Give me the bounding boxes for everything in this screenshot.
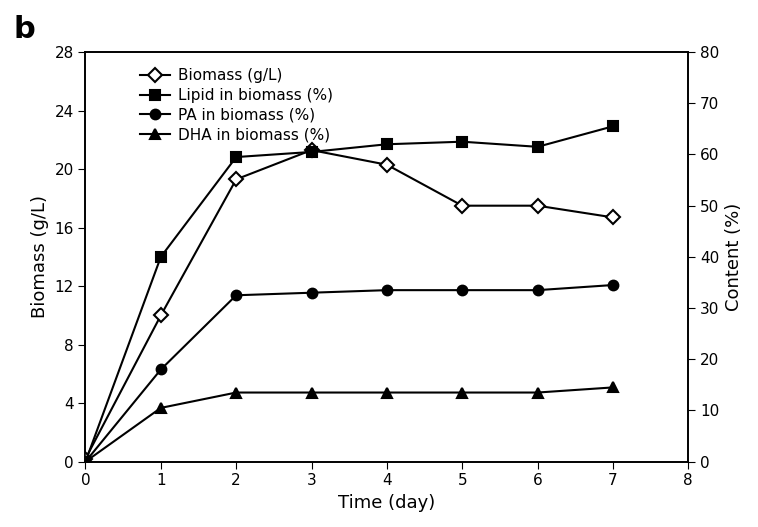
Biomass (g/L): [609, 214, 618, 221]
Line: Lipid in biomass (%): Lipid in biomass (%): [80, 122, 618, 466]
Line: DHA in biomass (%): DHA in biomass (%): [80, 383, 618, 466]
Lipid in biomass (%): [609, 123, 618, 130]
Lipid in biomass (%): [382, 141, 391, 148]
DHA in biomass (%): [458, 389, 467, 396]
Lipid in biomass (%): [232, 154, 241, 160]
Lipid in biomass (%): [533, 144, 542, 150]
PA in biomass (%): [382, 287, 391, 294]
Lipid in biomass (%): [81, 458, 90, 465]
PA in biomass (%): [307, 289, 316, 296]
DHA in biomass (%): [156, 405, 165, 411]
PA in biomass (%): [533, 287, 542, 294]
Biomass (g/L): [232, 176, 241, 182]
PA in biomass (%): [609, 282, 618, 288]
X-axis label: Time (day): Time (day): [338, 494, 436, 512]
DHA in biomass (%): [609, 384, 618, 391]
Biomass (g/L): [382, 162, 391, 168]
Legend: Biomass (g/L), Lipid in biomass (%), PA in biomass (%), DHA in biomass (%): Biomass (g/L), Lipid in biomass (%), PA …: [136, 64, 337, 147]
DHA in biomass (%): [382, 389, 391, 396]
Lipid in biomass (%): [307, 149, 316, 155]
Biomass (g/L): [307, 147, 316, 153]
PA in biomass (%): [81, 458, 90, 465]
PA in biomass (%): [156, 366, 165, 373]
DHA in biomass (%): [307, 389, 316, 396]
Lipid in biomass (%): [458, 139, 467, 145]
Line: PA in biomass (%): PA in biomass (%): [80, 280, 618, 466]
Biomass (g/L): [156, 312, 165, 318]
Y-axis label: Content (%): Content (%): [725, 203, 743, 311]
Biomass (g/L): [458, 202, 467, 209]
Y-axis label: Biomass (g/L): Biomass (g/L): [31, 196, 49, 318]
Text: b: b: [13, 15, 35, 44]
Biomass (g/L): [81, 455, 90, 462]
Lipid in biomass (%): [156, 253, 165, 260]
DHA in biomass (%): [81, 458, 90, 465]
DHA in biomass (%): [533, 389, 542, 396]
PA in biomass (%): [458, 287, 467, 294]
PA in biomass (%): [232, 292, 241, 298]
DHA in biomass (%): [232, 389, 241, 396]
Biomass (g/L): [533, 202, 542, 209]
Line: Biomass (g/L): Biomass (g/L): [80, 145, 618, 464]
